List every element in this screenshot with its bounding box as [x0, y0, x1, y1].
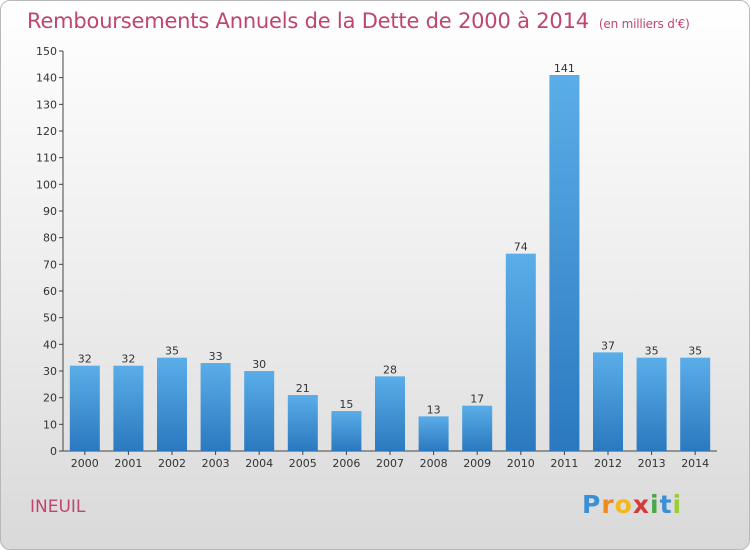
- x-tick-label: 2014: [681, 457, 709, 470]
- bar: [418, 416, 449, 451]
- bar-value-label: 37: [601, 339, 615, 352]
- bar: [69, 365, 100, 451]
- y-tick-label: 120: [36, 125, 57, 138]
- x-tick-label: 2001: [114, 457, 142, 470]
- y-tick-label: 110: [36, 152, 57, 165]
- x-tick-label: 2008: [420, 457, 448, 470]
- y-tick-label: 40: [43, 338, 57, 351]
- y-tick-label: 150: [36, 45, 57, 58]
- chart-title: Remboursements Annuels de la Dette de 20…: [27, 9, 690, 33]
- bar-value-label: 141: [554, 62, 575, 75]
- y-tick-label: 140: [36, 72, 57, 85]
- logo-letter: t: [659, 490, 673, 519]
- logo-letter: r: [601, 490, 615, 519]
- bar-value-label: 35: [688, 345, 702, 358]
- y-tick-label: 130: [36, 98, 57, 111]
- y-tick-label: 0: [50, 445, 57, 458]
- x-tick-label: 2002: [158, 457, 186, 470]
- chart-title-text: Remboursements Annuels de la Dette de 20…: [27, 9, 589, 33]
- bar: [157, 357, 187, 451]
- logo-letter: o: [614, 490, 633, 519]
- commune-name: INEUIL: [30, 497, 86, 517]
- y-tick-label: 90: [43, 205, 57, 218]
- y-tick-label: 20: [43, 392, 57, 405]
- proxiti-logo: Proxiti: [582, 490, 682, 519]
- bar-value-label: 30: [252, 358, 266, 371]
- logo-letter: i: [650, 490, 660, 519]
- y-tick-label: 80: [43, 232, 57, 245]
- x-tick-label: 2004: [245, 457, 273, 470]
- x-tick-label: 2003: [202, 457, 230, 470]
- bar: [505, 253, 536, 451]
- x-tick-label: 2007: [376, 457, 404, 470]
- logo-letter: i: [672, 490, 683, 519]
- bar-value-label: 13: [427, 403, 441, 416]
- y-tick-label: 70: [43, 258, 57, 271]
- x-tick-label: 2000: [71, 457, 99, 470]
- y-tick-label: 30: [43, 365, 57, 378]
- x-tick-label: 2006: [332, 457, 360, 470]
- x-tick-label: 2013: [638, 457, 666, 470]
- logo-letter: P: [582, 490, 602, 519]
- y-tick-label: 100: [36, 178, 57, 191]
- bar-value-label: 74: [514, 241, 528, 254]
- y-tick-label: 50: [43, 312, 57, 325]
- bar-value-label: 35: [645, 345, 659, 358]
- bar: [287, 395, 318, 451]
- bar-value-label: 15: [339, 398, 353, 411]
- y-tick-label: 10: [43, 418, 57, 431]
- bar-value-label: 21: [296, 382, 310, 395]
- bar-value-label: 28: [383, 363, 397, 376]
- bar-value-label: 35: [165, 345, 179, 358]
- bar: [593, 352, 623, 451]
- x-tick-label: 2011: [550, 457, 578, 470]
- bar-value-label: 32: [121, 353, 135, 366]
- bar: [462, 405, 493, 451]
- bar: [200, 363, 231, 451]
- bar: [113, 365, 144, 451]
- chart-subtitle: (en milliers d'€): [598, 17, 690, 31]
- x-tick-label: 2010: [507, 457, 535, 470]
- bar: [244, 371, 275, 451]
- bar: [331, 411, 362, 451]
- bar-value-label: 32: [78, 353, 92, 366]
- bar: [680, 357, 711, 451]
- bar: [636, 357, 667, 451]
- logo-letter: x: [632, 490, 650, 519]
- bar-value-label: 33: [209, 350, 223, 363]
- x-tick-label: 2005: [289, 457, 317, 470]
- bar-value-label: 17: [470, 393, 484, 406]
- x-tick-label: 2012: [594, 457, 622, 470]
- bar: [375, 376, 405, 451]
- bar: [549, 75, 580, 451]
- y-tick-label: 60: [43, 285, 57, 298]
- x-tick-label: 2009: [463, 457, 491, 470]
